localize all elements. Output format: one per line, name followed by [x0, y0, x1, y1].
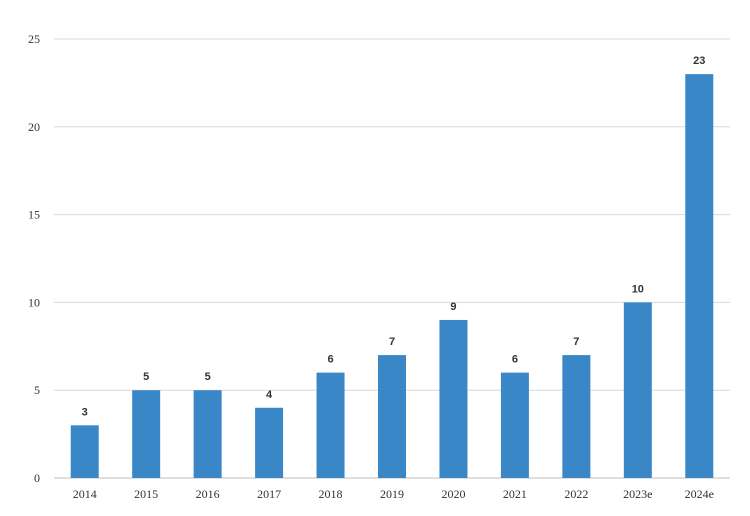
- data-label: 10: [632, 283, 644, 295]
- data-label: 6: [327, 354, 333, 366]
- bar-2024e: [685, 74, 714, 479]
- bar-2014: [70, 425, 99, 478]
- bar-2020: [439, 319, 468, 478]
- data-label: 4: [266, 389, 273, 401]
- y-tick-label: 15: [28, 208, 40, 222]
- x-axis-ticks: 2014 2015 2016 2017 2018 2019 2020 2021 2022 2023…: [73, 487, 714, 501]
- data-labels: 3 5 5 4 6 7 9 6 7 10 23: [82, 55, 706, 418]
- x-tick-label: 2020: [441, 487, 465, 501]
- x-tick-label: 2014: [73, 487, 97, 501]
- data-label: 3: [82, 406, 88, 418]
- data-label: 6: [512, 354, 518, 366]
- bars: [70, 74, 714, 479]
- bar-2016: [193, 390, 222, 478]
- x-tick-label: 2021: [503, 487, 527, 501]
- y-tick-label: 5: [34, 383, 40, 397]
- data-label: 5: [143, 371, 149, 383]
- x-tick-label: 2015: [134, 487, 158, 501]
- bar-2022: [562, 355, 591, 478]
- y-tick-label: 10: [28, 295, 40, 309]
- bar-2017: [255, 407, 284, 478]
- data-label: 5: [205, 371, 211, 383]
- bar-2018: [316, 372, 345, 478]
- bar-2021: [500, 372, 529, 478]
- data-label: 7: [389, 336, 395, 348]
- x-tick-label: 2018: [319, 487, 343, 501]
- y-tick-label: 0: [34, 471, 40, 485]
- x-tick-label: 2024e: [685, 487, 714, 501]
- y-axis-ticks: 0 5 10 15 20 25: [28, 32, 40, 485]
- gridlines: [54, 38, 730, 479]
- data-label: 7: [573, 336, 579, 348]
- data-label: 9: [450, 301, 456, 313]
- x-tick-label: 2019: [380, 487, 404, 501]
- bar-2023e: [623, 302, 652, 478]
- x-tick-label: 2016: [196, 487, 220, 501]
- x-tick-label: 2017: [257, 487, 281, 501]
- data-label: 23: [693, 55, 705, 67]
- bar-2019: [378, 355, 406, 478]
- bar-2015: [132, 390, 161, 478]
- x-tick-label: 2022: [564, 487, 588, 501]
- y-tick-label: 20: [28, 120, 40, 134]
- y-tick-label: 25: [28, 32, 40, 46]
- x-tick-label: 2023e: [623, 487, 652, 501]
